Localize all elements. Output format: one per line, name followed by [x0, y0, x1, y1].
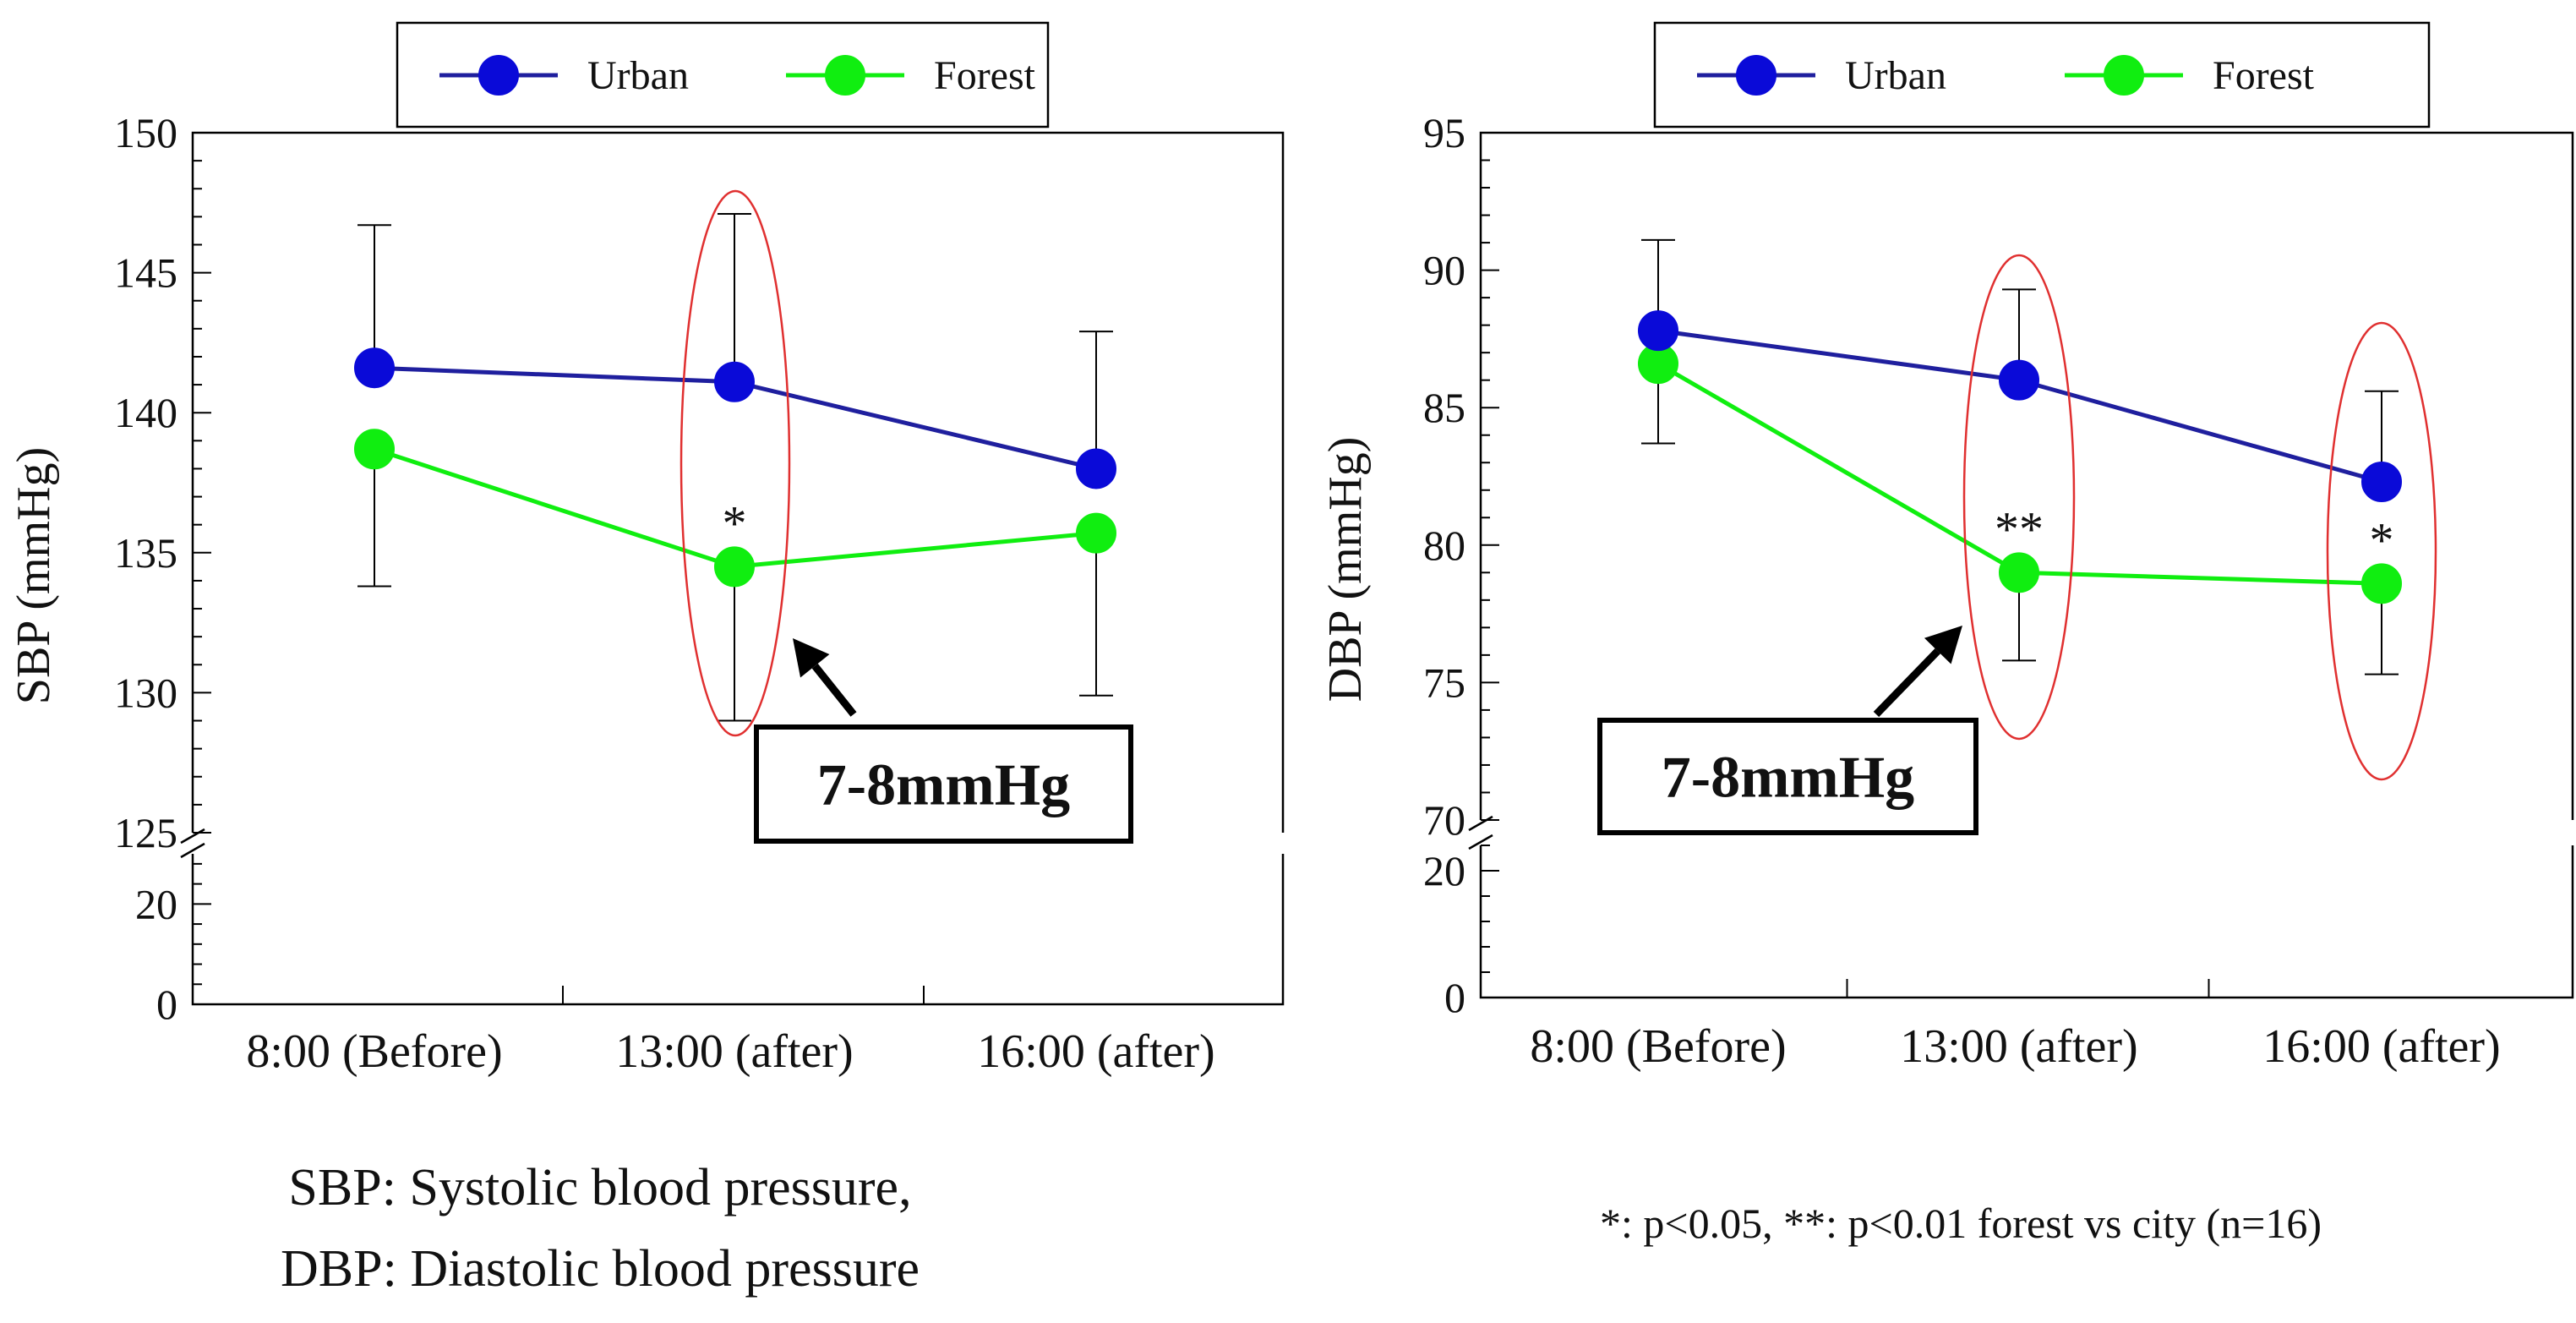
legend-label-forest: Forest — [2213, 53, 2315, 98]
significance-marker: ** — [1995, 501, 2044, 556]
y-tick-label: 135 — [114, 529, 177, 577]
data-point-urban — [1076, 448, 1116, 489]
callout-label: 7-8mmHg — [1662, 746, 1914, 811]
callout-arrow-shaft — [811, 663, 857, 717]
lower-axis-frame — [1479, 845, 2574, 999]
data-point-urban — [354, 347, 395, 389]
highlight-ellipse — [1962, 254, 2076, 741]
y-tick-label: 140 — [114, 389, 177, 436]
y-tick-label: 95 — [1423, 109, 1465, 156]
y-tick-label: 20 — [1423, 847, 1465, 894]
y-tick-label: 145 — [114, 249, 177, 297]
axis-break-mark — [1468, 815, 1493, 850]
highlight-ellipse — [679, 189, 791, 737]
upper-axis-frame — [1479, 131, 2574, 820]
data-point-forest — [354, 429, 395, 470]
y-axis-label: DBP (mmHg) — [1319, 437, 1372, 703]
data-point-forest — [2361, 563, 2402, 604]
legend-marker-urban — [478, 55, 519, 96]
y-tick-label: 150 — [114, 109, 177, 156]
legend-label-urban: Urban — [587, 53, 689, 98]
y-tick-label: 130 — [114, 669, 177, 716]
legend-label-forest: Forest — [934, 53, 1036, 98]
abbrev-line-2: DBP: Diastolic blood pressure — [281, 1240, 920, 1298]
callout-box — [754, 724, 1133, 844]
y-tick-label: 85 — [1423, 384, 1465, 431]
lower-axis-frame — [191, 854, 1285, 1006]
data-point-forest — [1999, 552, 2039, 593]
x-tick-label: 16:00 (after) — [2262, 1020, 2500, 1073]
x-tick-label: 8:00 (Before) — [1530, 1020, 1786, 1073]
callout-label: 7-8mmHg — [817, 753, 1070, 818]
data-point-urban — [2361, 462, 2402, 503]
data-point-urban — [714, 361, 755, 402]
x-tick-label: 13:00 (after) — [615, 1025, 853, 1078]
legend-marker-urban — [1736, 55, 1776, 96]
x-tick-label: 13:00 (after) — [1900, 1020, 2137, 1073]
y-axis-label: SBP (mmHg) — [8, 447, 60, 704]
legend-marker-forest — [2104, 55, 2144, 96]
highlight-ellipse — [2326, 321, 2437, 781]
upper-axis-frame — [191, 131, 1285, 833]
x-tick-label: 16:00 (after) — [977, 1025, 1214, 1078]
y-tick-label: 70 — [1423, 796, 1465, 844]
axis-break-mark — [180, 828, 205, 859]
y-tick-label: 0 — [1444, 974, 1465, 1021]
callout-arrow-shaft — [1873, 648, 1940, 718]
x-tick-label: 8:00 (Before) — [246, 1025, 502, 1078]
legend-label-urban: Urban — [1845, 53, 1946, 98]
abbrev-line-1: SBP: Systolic blood pressure, — [288, 1159, 912, 1216]
callout-box — [1597, 718, 1978, 835]
y-tick-label: 75 — [1423, 659, 1465, 706]
y-tick-label: 20 — [135, 880, 177, 927]
data-point-forest — [714, 546, 755, 588]
chart-panel-1: 150 145 140 135 130 125 20 0 8:00 (Before) 13:00 … — [8, 21, 1285, 1078]
y-tick-label: 90 — [1423, 247, 1465, 294]
significance-note: *: p<0.05, **: p<0.01 forest vs city (n=… — [1600, 1200, 2322, 1247]
legend-marker-forest — [825, 55, 865, 96]
callout-arrow-head — [1924, 626, 1962, 664]
callout-arrow-head — [793, 638, 830, 678]
significance-marker: * — [723, 495, 747, 550]
data-point-urban — [1999, 359, 2039, 401]
y-tick-label: 0 — [156, 981, 177, 1028]
data-point-urban — [1638, 310, 1678, 352]
y-tick-label: 80 — [1423, 522, 1465, 569]
significance-marker: * — [2370, 512, 2394, 567]
y-tick-label: 125 — [114, 809, 177, 856]
data-point-forest — [1076, 512, 1116, 554]
